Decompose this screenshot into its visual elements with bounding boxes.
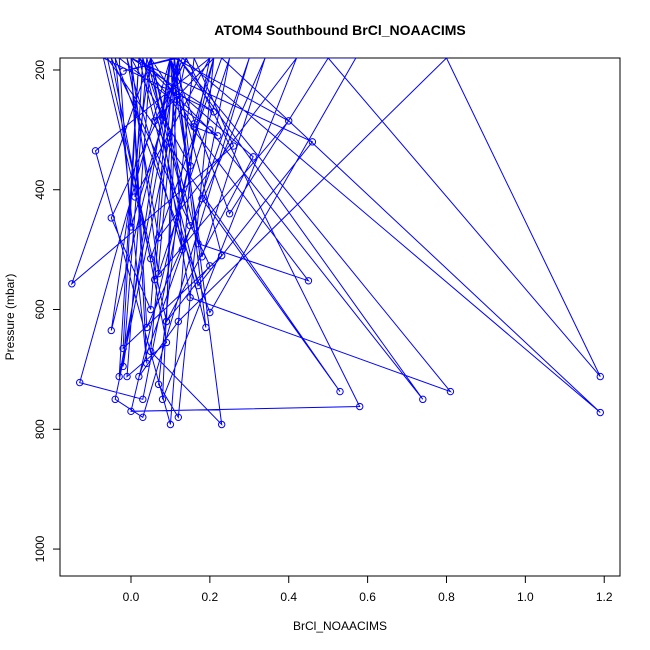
data-point	[206, 308, 214, 317]
data-point	[596, 408, 604, 417]
data-point	[356, 402, 364, 411]
data-point	[174, 317, 183, 326]
series-layer	[68, 58, 604, 429]
data-point	[190, 123, 198, 131]
y-tick-label: 200	[33, 60, 47, 80]
data-point	[76, 378, 84, 387]
data-point	[225, 209, 234, 218]
data-point	[115, 372, 123, 381]
data-point	[336, 387, 344, 396]
data-point	[119, 362, 127, 371]
data-point	[162, 317, 171, 326]
x-axis: 0.0 0.2 0.4 0.6 0.8 1.0 1.2	[123, 575, 613, 604]
chart-title: ATOM4 Southbound BrCl_NOAACIMS	[214, 22, 465, 38]
data-point	[111, 395, 119, 404]
data-point	[154, 233, 163, 242]
data-point	[139, 395, 147, 404]
x-tick-label: 0.6	[359, 590, 376, 604]
data-point	[150, 275, 159, 284]
x-tick-label: 0.8	[438, 590, 455, 604]
data-point	[107, 214, 115, 222]
data-point	[194, 281, 202, 290]
y-tick-label: 800	[33, 419, 47, 439]
series-line	[70, 58, 601, 426]
data-point	[158, 114, 167, 122]
data-point	[206, 126, 214, 134]
data-point	[419, 395, 427, 404]
data-point	[158, 395, 167, 404]
data-point	[123, 372, 131, 381]
data-point	[166, 420, 175, 429]
y-tick-label: 400	[33, 179, 47, 199]
x-tick-label: 0.4	[280, 590, 297, 604]
data-point	[304, 277, 313, 285]
data-point	[143, 323, 151, 332]
data-point	[210, 108, 218, 116]
data-point	[446, 387, 455, 396]
data-point	[147, 347, 155, 356]
x-tick-label: 1.0	[517, 590, 534, 604]
data-point	[143, 359, 151, 368]
data-point	[127, 223, 135, 231]
data-point	[68, 280, 76, 288]
data-point	[147, 305, 155, 314]
data-point	[308, 138, 317, 146]
data-point	[285, 117, 293, 125]
x-tick-label: 0.2	[202, 590, 219, 604]
y-tick-label: 600	[33, 299, 47, 319]
y-axis: 200 400 600 800 1000	[33, 60, 61, 562]
data-point	[190, 120, 198, 128]
series-group	[68, 58, 604, 429]
data-point	[249, 153, 257, 161]
data-point	[154, 380, 163, 389]
data-point	[107, 326, 115, 335]
data-point	[154, 269, 163, 278]
data-point	[198, 253, 206, 261]
y-tick-label: 1000	[33, 535, 47, 562]
data-point	[217, 420, 226, 429]
data-point	[119, 67, 127, 75]
data-point	[596, 372, 604, 381]
data-point	[127, 407, 135, 416]
data-point	[202, 323, 210, 332]
plot-region	[59, 57, 621, 577]
data-point	[186, 293, 194, 302]
data-point	[135, 372, 143, 381]
data-point	[206, 262, 214, 270]
data-point	[198, 195, 206, 203]
x-tick-label: 0.0	[123, 590, 140, 604]
data-point	[119, 344, 127, 353]
x-tick-label: 1.2	[596, 590, 613, 604]
data-point	[150, 117, 159, 125]
x-axis-label: BrCl_NOAACIMS	[293, 619, 387, 633]
data-point	[162, 338, 171, 347]
data-point	[214, 132, 222, 140]
data-point	[178, 245, 186, 254]
y-axis-label: Pressure (mbar)	[3, 274, 17, 361]
data-point	[147, 254, 155, 263]
data-point	[186, 162, 194, 170]
data-point	[91, 147, 100, 155]
data-point	[174, 413, 183, 422]
data-point	[186, 221, 194, 230]
data-point	[131, 193, 139, 201]
data-point	[217, 251, 226, 260]
data-point	[229, 142, 238, 150]
data-point	[139, 413, 147, 422]
data-point	[194, 239, 202, 248]
